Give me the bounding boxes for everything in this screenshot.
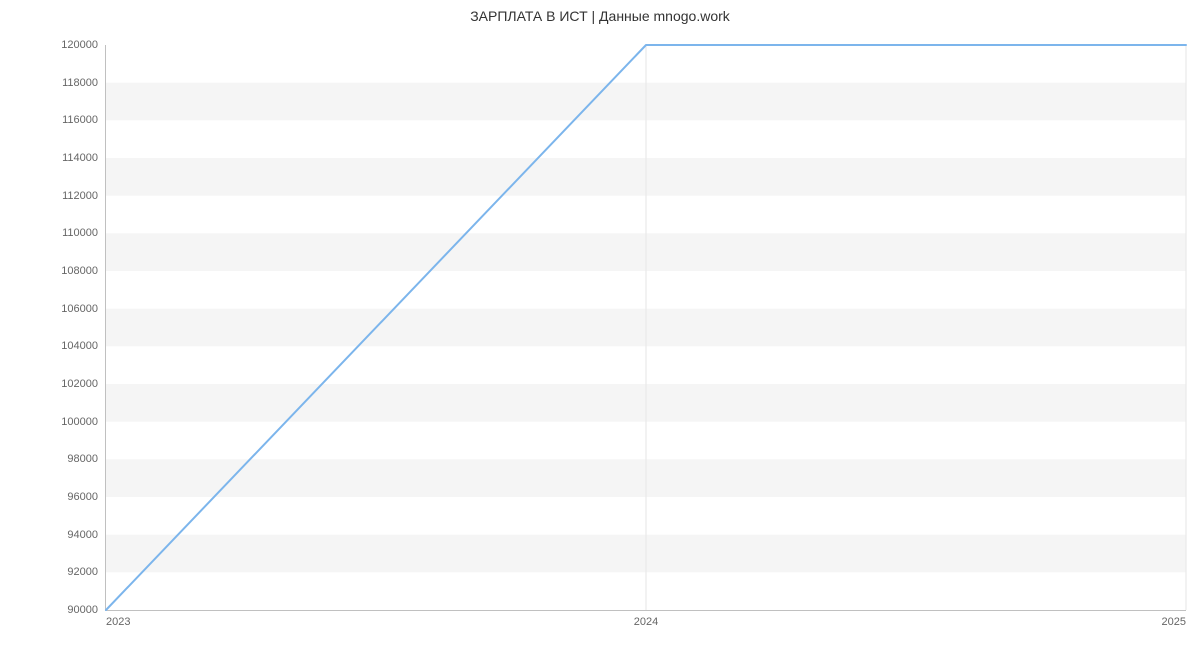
y-tick-label: 98000 [67,453,106,465]
y-tick-label: 106000 [61,303,106,315]
y-tick-label: 112000 [62,190,106,202]
y-tick-label: 118000 [62,77,106,89]
x-tick-label: 2023 [106,610,130,628]
plot-area: 9000092000940009600098000100000102000104… [105,45,1186,611]
plot-svg [106,45,1186,610]
y-tick-label: 94000 [67,529,106,541]
y-tick-label: 102000 [61,378,106,390]
y-tick-label: 114000 [62,152,106,164]
chart-title: ЗАРПЛАТА В ИСТ | Данные mnogo.work [0,8,1200,24]
y-tick-label: 110000 [62,227,106,239]
y-tick-label: 90000 [67,604,106,616]
x-tick-label: 2025 [1162,610,1186,628]
y-tick-label: 96000 [67,491,106,503]
y-tick-label: 100000 [61,416,106,428]
salary-chart: ЗАРПЛАТА В ИСТ | Данные mnogo.work 90000… [0,0,1200,650]
y-tick-label: 92000 [67,566,106,578]
y-tick-label: 116000 [62,114,106,126]
x-tick-label: 2024 [634,610,658,628]
y-tick-label: 108000 [61,265,106,277]
y-tick-label: 104000 [61,340,106,352]
y-tick-label: 120000 [61,39,106,51]
